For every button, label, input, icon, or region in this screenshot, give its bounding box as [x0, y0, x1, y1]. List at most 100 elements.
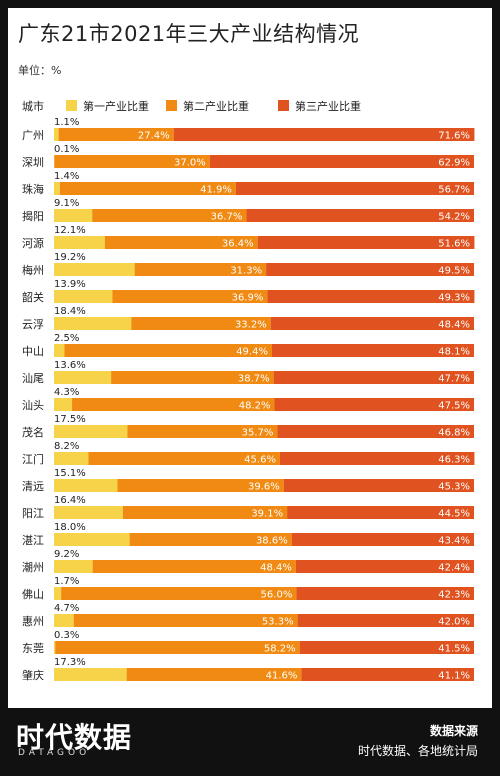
data-label-primary-20: 17.3% [54, 657, 86, 668]
data-label-primary-17: 1.7% [54, 576, 79, 587]
category-label-5: 梅州 [22, 263, 44, 277]
bar-tertiary-15 [291, 533, 474, 546]
data-label-primary-11: 17.5% [54, 414, 86, 425]
data-label-tertiary-4: 51.6% [438, 239, 470, 250]
data-label-tertiary-17: 42.3% [438, 590, 470, 601]
bar-primary-14 [54, 506, 123, 519]
data-label-tertiary-11: 46.8% [438, 428, 470, 439]
bar-primary-17 [54, 587, 62, 600]
city-column-label: 城市 [22, 100, 44, 113]
data-label-primary-16: 9.2% [54, 549, 79, 560]
data-label-secondary-12: 45.6% [244, 455, 276, 466]
data-label-tertiary-2: 56.7% [438, 185, 470, 196]
bar-primary-19 [54, 641, 56, 654]
legend-swatch-tertiary [278, 100, 289, 111]
category-label-2: 珠海 [22, 182, 44, 196]
data-label-secondary-9: 38.7% [238, 374, 270, 385]
data-label-secondary-16: 48.4% [260, 563, 292, 574]
unit-label: 单位：% [18, 64, 62, 77]
bar-secondary-17 [61, 587, 297, 600]
bar-secondary-20 [126, 668, 302, 681]
datagoo-logo-sub: DATAGOO [18, 748, 91, 758]
category-label-9: 汕尾 [22, 372, 44, 385]
bar-tertiary-2 [235, 182, 474, 195]
bar-secondary-7 [131, 317, 271, 330]
legend-item-tertiary: 第三产业比重 [278, 98, 361, 114]
data-label-secondary-15: 38.6% [256, 536, 288, 547]
bar-tertiary-0 [173, 128, 475, 141]
bar-secondary-9 [111, 371, 274, 384]
data-label-primary-2: 1.4% [54, 171, 79, 182]
bar-secondary-18 [73, 614, 298, 627]
bar-secondary-15 [129, 533, 292, 546]
bar-primary-8 [54, 344, 65, 357]
bar-tertiary-14 [287, 506, 474, 519]
data-label-primary-18: 4.7% [54, 603, 79, 614]
bar-secondary-14 [122, 506, 288, 519]
category-label-16: 潮州 [22, 560, 44, 574]
bar-secondary-16 [92, 560, 296, 573]
data-label-tertiary-5: 49.5% [438, 266, 470, 277]
data-label-tertiary-6: 49.3% [438, 293, 470, 304]
data-label-primary-10: 4.3% [54, 387, 79, 398]
data-label-secondary-18: 53.3% [262, 617, 294, 628]
category-label-14: 阳江 [22, 507, 44, 520]
data-label-secondary-14: 39.1% [251, 509, 283, 520]
bar-primary-10 [54, 398, 73, 411]
bar-tertiary-17 [296, 587, 474, 600]
data-label-primary-15: 18.0% [54, 522, 86, 533]
data-label-secondary-20: 41.6% [266, 671, 298, 682]
bar-secondary-2 [59, 182, 236, 195]
bar-tertiary-6 [267, 290, 475, 303]
bar-secondary-12 [88, 452, 280, 465]
category-label-11: 茂名 [22, 425, 44, 439]
bar-primary-4 [54, 236, 105, 249]
category-label-4: 河源 [22, 236, 44, 250]
data-label-primary-14: 16.4% [54, 495, 86, 506]
data-label-secondary-6: 36.9% [232, 293, 264, 304]
category-label-8: 中山 [22, 345, 44, 358]
bar-primary-15 [54, 533, 130, 546]
bar-secondary-5 [134, 263, 267, 276]
bar-secondary-3 [92, 209, 247, 222]
data-label-primary-0: 1.1% [54, 117, 79, 128]
data-label-primary-13: 15.1% [54, 468, 86, 479]
legend-label-tertiary: 第三产业比重 [295, 100, 361, 113]
data-label-tertiary-20: 41.1% [438, 671, 470, 682]
data-label-tertiary-0: 71.6% [438, 131, 470, 142]
data-label-primary-5: 19.2% [54, 252, 86, 263]
data-label-primary-4: 12.1% [54, 225, 86, 236]
bar-tertiary-20 [301, 668, 474, 681]
bar-tertiary-5 [266, 263, 474, 276]
data-label-tertiary-7: 48.4% [438, 320, 470, 331]
category-label-0: 广州 [22, 129, 44, 142]
category-label-13: 清远 [22, 480, 44, 493]
data-label-tertiary-8: 48.1% [438, 347, 470, 358]
data-label-primary-19: 0.3% [54, 630, 79, 641]
data-label-tertiary-14: 44.5% [438, 509, 470, 520]
legend-swatch-secondary [166, 100, 177, 111]
data-label-secondary-1: 37.0% [174, 158, 206, 169]
bar-secondary-8 [64, 344, 272, 357]
data-label-secondary-2: 41.9% [200, 185, 232, 196]
bar-tertiary-12 [279, 452, 475, 465]
legend-label-secondary: 第二产业比重 [183, 100, 249, 113]
category-label-3: 揭阳 [22, 209, 44, 223]
bar-tertiary-3 [246, 209, 474, 222]
category-label-18: 惠州 [22, 614, 44, 628]
category-label-7: 云浮 [22, 318, 44, 331]
data-label-secondary-19: 58.2% [264, 644, 296, 655]
data-label-primary-7: 18.4% [54, 306, 86, 317]
data-label-secondary-5: 31.3% [230, 266, 262, 277]
data-label-primary-3: 9.1% [54, 198, 79, 209]
data-label-tertiary-12: 46.3% [438, 455, 470, 466]
data-label-secondary-17: 56.0% [261, 590, 293, 601]
data-label-primary-6: 13.9% [54, 279, 86, 290]
data-label-secondary-8: 49.4% [236, 347, 268, 358]
data-label-secondary-7: 33.2% [235, 320, 267, 331]
bar-primary-13 [54, 479, 118, 492]
bar-tertiary-19 [299, 641, 474, 654]
legend-item-primary: 第一产业比重 [66, 98, 149, 114]
legend-swatch-primary [66, 100, 77, 111]
data-label-tertiary-15: 43.4% [438, 536, 470, 547]
